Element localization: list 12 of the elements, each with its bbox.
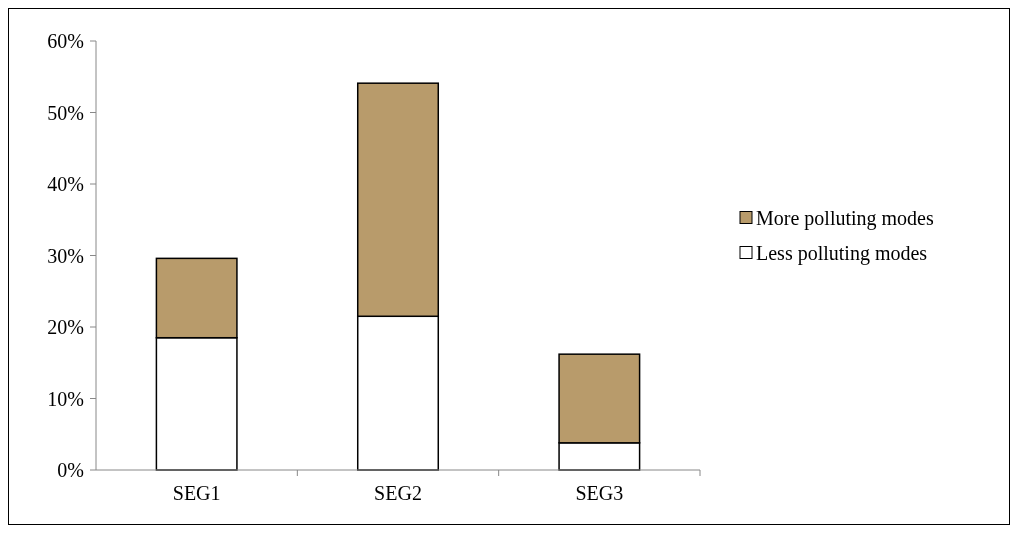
y-tick-label: 10%: [47, 387, 84, 410]
y-tick-label: 40%: [47, 173, 84, 195]
y-tick-label: 0%: [57, 459, 84, 481]
y-tick-label: 20%: [47, 316, 84, 338]
y-tick-label: 30%: [47, 244, 84, 267]
x-tick-label: SEG2: [374, 482, 422, 504]
y-tick-label: 60%: [47, 30, 84, 52]
legend-label: Less polluting modes: [756, 241, 928, 265]
legend-label: More polluting modes: [756, 206, 934, 230]
x-tick-label: SEG1: [172, 482, 221, 504]
x-tick-label: SEG3: [575, 482, 624, 504]
y-tick-label: 50%: [47, 101, 84, 124]
